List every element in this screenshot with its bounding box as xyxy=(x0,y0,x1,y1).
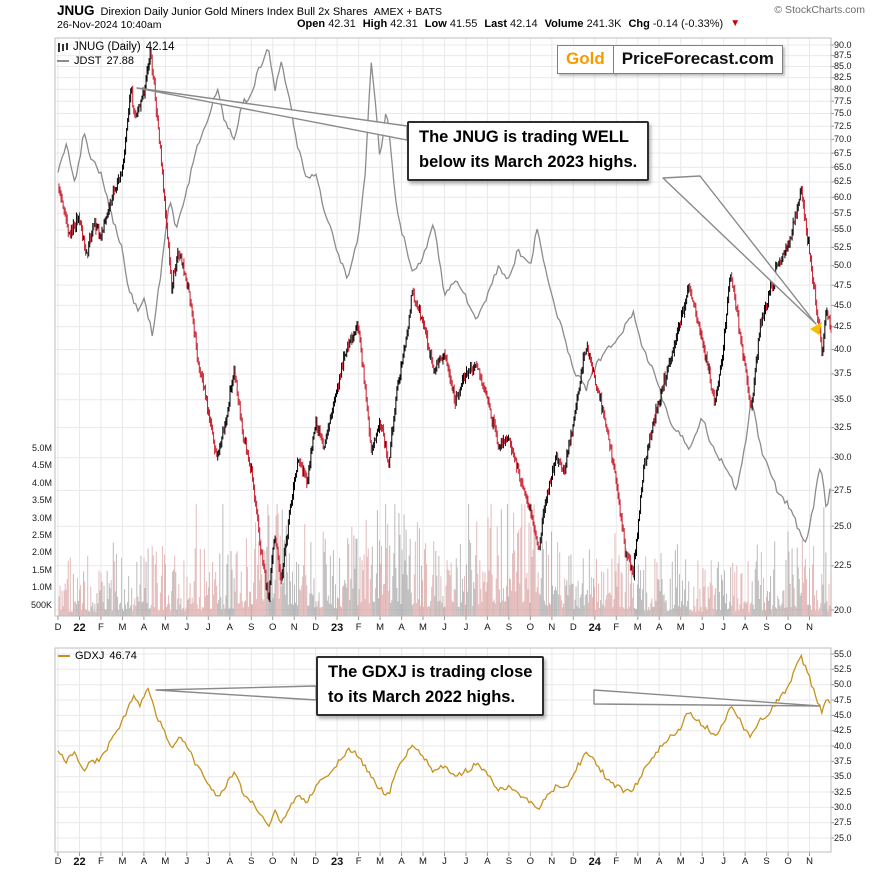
goldpriceforecast-watermark: Gold PriceForecast.com xyxy=(557,45,783,74)
annotation-jnug-line1: The JNUG is trading WELL xyxy=(419,128,629,146)
watermark-gold: Gold xyxy=(557,45,614,74)
annotation-gdxj-line2: to its March 2022 highs. xyxy=(328,688,516,706)
ticker-symbol: JNUG xyxy=(57,3,95,18)
copyright-text: © StockCharts.com xyxy=(774,4,865,16)
legend-jdst: JDST 27.88 xyxy=(57,55,134,67)
quote-change: Chg -0.14 (-0.33%) xyxy=(628,18,724,30)
candlestick-icon xyxy=(58,42,68,52)
annotation-gdxj-line1: The GDXJ is trading close xyxy=(328,663,533,681)
legend-gdxj-label: GDXJ xyxy=(75,650,105,662)
legend-jnug-label: JNUG (Daily) xyxy=(73,41,141,53)
change-down-icon: ▼ xyxy=(730,18,741,29)
legend-jdst-label: JDST xyxy=(74,55,102,67)
legend-jdst-value: 27.88 xyxy=(106,55,135,67)
legend-jnug: JNUG (Daily) 42.14 xyxy=(57,41,175,53)
datetime-label: 26-Nov-2024 10:40am xyxy=(57,19,162,31)
ticker-exchange: AMEX + BATS xyxy=(373,6,443,18)
quote-open: Open 42.31 xyxy=(297,18,356,30)
line-swatch-icon xyxy=(57,60,69,62)
quote-low: Low 41.55 xyxy=(424,18,478,30)
legend-gdxj: GDXJ 46.74 xyxy=(58,650,137,662)
quote-high: High 42.31 xyxy=(362,18,418,30)
annotation-jnug-line2: below its March 2023 highs. xyxy=(419,153,638,171)
header-title: JNUG Direxion Daily Junior Gold Miners In… xyxy=(57,2,442,20)
ticker-description: Direxion Daily Junior Gold Miners Index … xyxy=(100,6,368,18)
quote-volume: Volume 241.3K xyxy=(544,18,622,30)
quote-row: Open 42.31 High 42.31 Low 41.55 Last 42.… xyxy=(297,18,740,30)
legend-gdxj-value: 46.74 xyxy=(109,650,137,662)
quote-last: Last 42.14 xyxy=(484,18,538,30)
annotation-gdxj: The GDXJ is trading close to its March 2… xyxy=(316,656,545,716)
legend-jnug-value: 42.14 xyxy=(145,41,175,53)
watermark-priceforecast: PriceForecast.com xyxy=(612,45,783,74)
line-swatch-icon xyxy=(58,655,70,657)
annotation-jnug: The JNUG is trading WELL below its March… xyxy=(407,121,650,181)
